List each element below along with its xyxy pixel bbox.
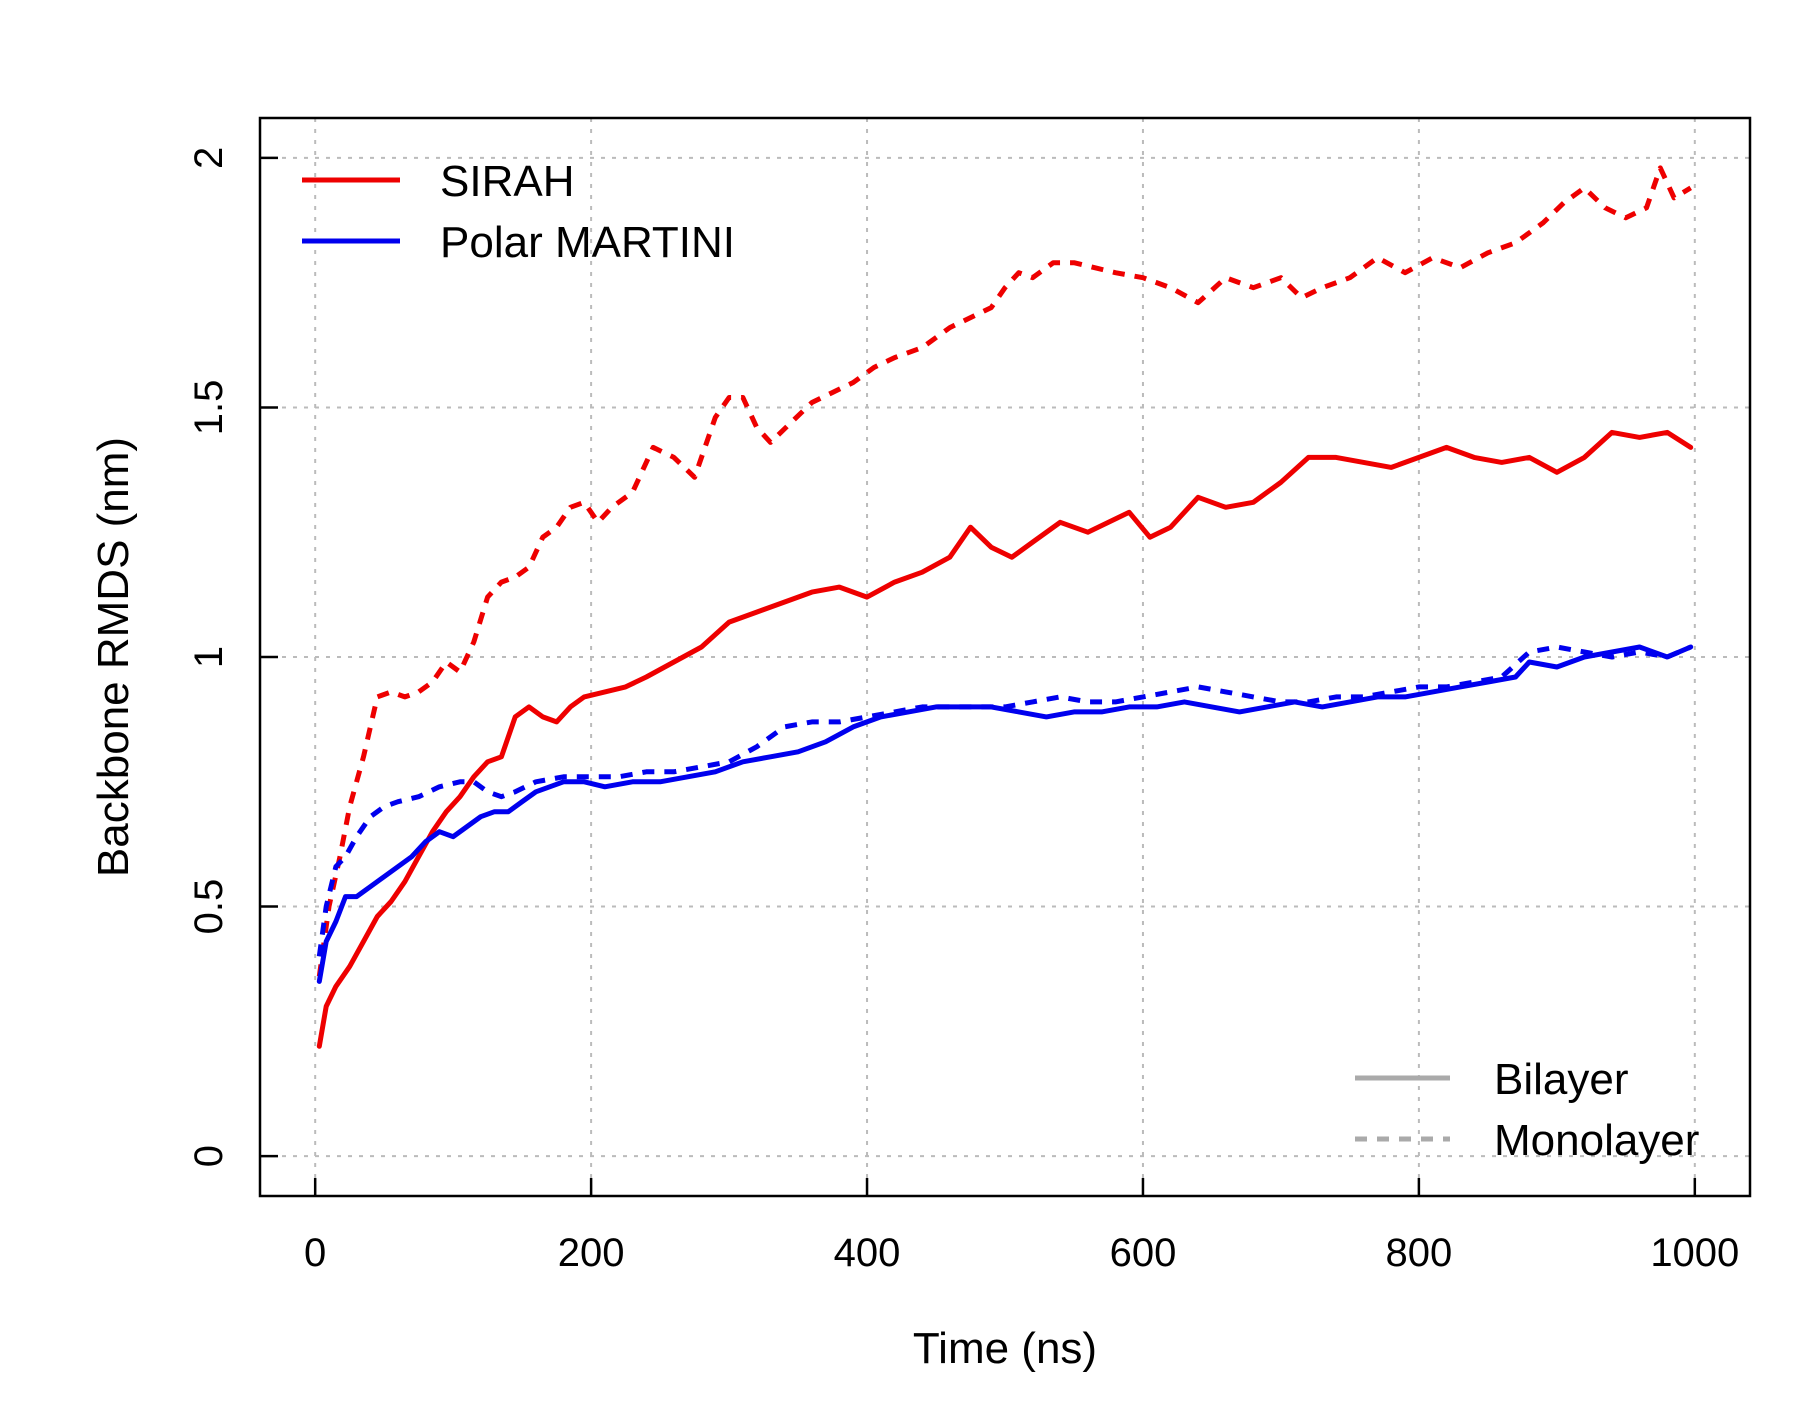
y-axis-title: Backbone RMDS (nm) [89, 437, 138, 877]
y-tick-label: 0 [187, 1145, 231, 1167]
series-layer [316, 165, 1694, 1049]
series-legend: SIRAH Polar MARTINI [302, 157, 735, 267]
series-line-sirah-bilayer [316, 429, 1694, 1049]
x-tick-label: 600 [1110, 1231, 1177, 1275]
x-tick-label: 400 [834, 1231, 901, 1275]
y-tick-label: 1 [187, 646, 231, 668]
legend-label-martini: Polar MARTINI [440, 218, 735, 267]
legend-label-bilayer: Bilayer [1494, 1055, 1629, 1104]
grid-layer [260, 118, 1750, 1196]
x-axis-title: Time (ns) [913, 1324, 1097, 1373]
legend-label-sirah: SIRAH [440, 157, 574, 206]
y-tick-label: 0.5 [187, 879, 231, 935]
y-tick-label: 2 [187, 147, 231, 169]
legend-label-monolayer: Monolayer [1494, 1116, 1699, 1165]
axis-layer: 0 200 400 600 800 1000 0 0.5 1 1.5 2 [187, 147, 1739, 1275]
x-tick-label: 800 [1386, 1231, 1453, 1275]
y-tick-label: 1.5 [187, 380, 231, 436]
x-tick-label: 200 [558, 1231, 625, 1275]
series-line-sirah-monolayer [316, 165, 1692, 977]
linestyle-legend: Bilayer Monolayer [1355, 1055, 1699, 1165]
x-tick-label: 0 [304, 1231, 326, 1275]
series-line-martini-bilayer [316, 644, 1694, 984]
x-tick-label: 1000 [1650, 1231, 1739, 1275]
